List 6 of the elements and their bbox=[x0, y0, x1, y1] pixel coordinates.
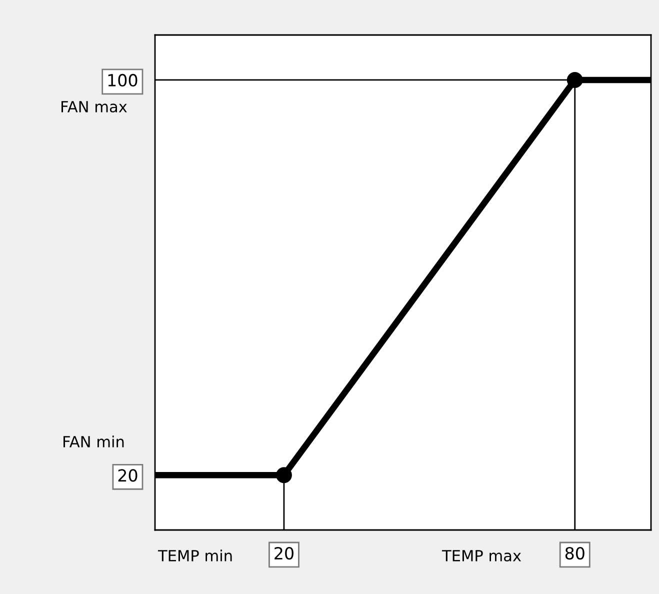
text: TEMP min bbox=[158, 550, 232, 562]
x-tick-label: 80 bbox=[565, 546, 584, 560]
text: TEMP max bbox=[442, 550, 522, 562]
y-tick-label: 100 bbox=[108, 74, 138, 87]
text: FAN max bbox=[62, 101, 127, 112]
text: FAN min bbox=[64, 436, 124, 448]
